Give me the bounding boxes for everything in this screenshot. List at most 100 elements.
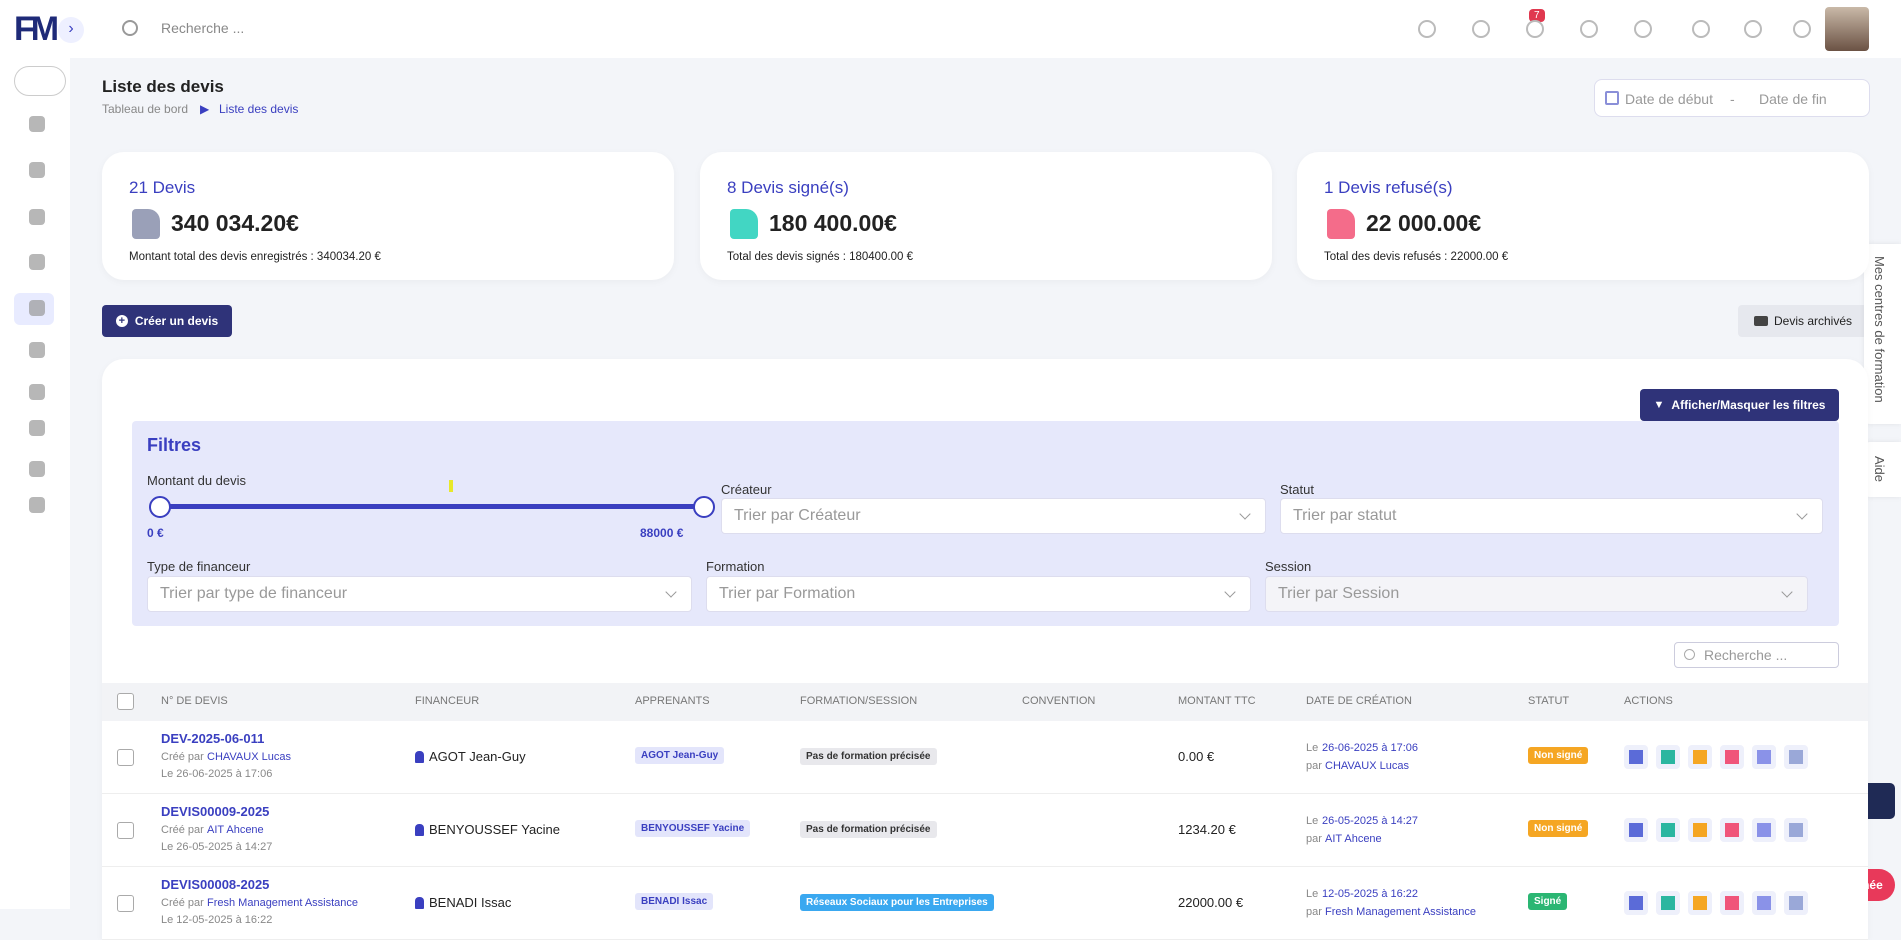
sidebar-icon[interactable] <box>29 420 45 436</box>
sidebar-icon[interactable] <box>29 461 45 477</box>
archived-button[interactable]: Devis archivés <box>1738 305 1868 337</box>
sidebar-icon[interactable] <box>29 254 45 270</box>
action-icon[interactable] <box>1656 745 1680 769</box>
avatar[interactable] <box>1825 7 1869 51</box>
date-separator: - <box>1730 91 1735 107</box>
action-icon[interactable] <box>1624 891 1648 915</box>
session-select[interactable]: Trier par Session <box>1265 576 1808 612</box>
side-tab[interactable]: Mes centres de formation <box>1864 244 1901 424</box>
date-range[interactable]: Date de début - Date de fin <box>1594 79 1870 117</box>
select-all-checkbox[interactable] <box>117 693 134 710</box>
table-row <box>102 721 1868 794</box>
row-checkbox[interactable] <box>117 822 134 839</box>
stat-amount: 340 034.20€ <box>171 210 299 236</box>
slider-track <box>160 504 705 509</box>
column-header: FINANCEUR <box>415 695 480 707</box>
row-checkbox[interactable] <box>117 895 134 912</box>
header-icon[interactable] <box>1472 20 1490 38</box>
sidebar-icon[interactable] <box>29 300 45 316</box>
header-icon[interactable] <box>1692 20 1710 38</box>
funder: BENYOUSSEF Yacine <box>429 822 561 837</box>
breadcrumb-home[interactable]: Tableau de bord <box>102 102 189 116</box>
search-input[interactable]: Recherche ... <box>161 20 245 36</box>
creator-select[interactable]: Trier par Créateur <box>721 498 1266 534</box>
slider-handle-min[interactable] <box>149 496 171 518</box>
sidebar-icon[interactable] <box>29 162 45 178</box>
action-icon[interactable] <box>1688 818 1712 842</box>
action-icon[interactable] <box>1752 818 1776 842</box>
search-icon <box>122 20 138 36</box>
action-icon[interactable] <box>1784 818 1808 842</box>
header-icon[interactable] <box>1793 20 1811 38</box>
sidebar-icon[interactable] <box>29 384 45 400</box>
learner: BENADI Issac <box>635 893 714 910</box>
create-button[interactable]: + Créer un devis <box>102 305 232 337</box>
learner: BENYOUSSEF Yacine <box>635 820 751 837</box>
action-icon[interactable] <box>1752 891 1776 915</box>
top-bar: FM › Recherche ... 7 <box>0 0 1901 58</box>
body: FM › Recherche ... 7 Liste des devis Tab… <box>0 0 1901 909</box>
status-select[interactable]: Trier par statut <box>1280 498 1823 534</box>
action-icon[interactable] <box>1656 891 1680 915</box>
sidebar-icon[interactable] <box>29 209 45 225</box>
logo[interactable]: FM <box>14 10 59 48</box>
action-icon[interactable] <box>1752 745 1776 769</box>
column-header: ACTIONS <box>1624 695 1673 707</box>
quote-number[interactable]: DEV-2025-06-011 <box>161 731 265 746</box>
action-icon[interactable] <box>1720 818 1744 842</box>
status: Non signé <box>1528 820 1589 837</box>
toggle-filters-button[interactable]: ▼ Afficher/Masquer les filtres <box>1640 389 1839 421</box>
stat-card: 1 Devis refusé(s) 22 000.00€ Total des dev… <box>1297 152 1869 280</box>
breadcrumb-current: Liste des devis <box>219 102 299 116</box>
funder-select[interactable]: Trier par type de financeur <box>147 576 692 612</box>
action-icon[interactable] <box>1624 818 1648 842</box>
funder-icon <box>415 897 424 909</box>
slider-handle-max[interactable] <box>693 496 715 518</box>
creator-label: Créateur <box>721 482 772 497</box>
header-icon[interactable] <box>1526 20 1544 38</box>
by-prefix: par <box>1306 760 1322 772</box>
filters-panel: Filtres Montant du devis 0 € 88000 € Cré… <box>132 421 1839 626</box>
side-tab[interactable]: Aide <box>1864 442 1901 497</box>
notification-badge: 7 <box>1529 9 1545 22</box>
sidebar-toggle[interactable]: › <box>58 17 84 43</box>
action-icon[interactable] <box>1624 745 1648 769</box>
side-tab-label: Aide <box>1872 456 1887 483</box>
sidebar-icon[interactable] <box>29 116 45 132</box>
quote-number[interactable]: DEVIS00008-2025 <box>161 877 270 892</box>
date-prefix: Le <box>1306 742 1319 754</box>
date-start[interactable]: Date de début <box>1625 91 1713 107</box>
table-search[interactable]: Recherche ... <box>1674 642 1839 668</box>
status: Non signé <box>1528 747 1589 764</box>
column-header: STATUT <box>1528 695 1570 707</box>
training: Pas de formation précisée <box>800 748 937 765</box>
header-icon[interactable] <box>1418 20 1436 38</box>
action-icon[interactable] <box>1784 891 1808 915</box>
action-icon[interactable] <box>1656 818 1680 842</box>
row-checkbox[interactable] <box>117 749 134 766</box>
quote-number[interactable]: DEVIS00009-2025 <box>161 804 270 819</box>
header-icon[interactable] <box>1744 20 1762 38</box>
sidebar-search[interactable] <box>14 66 66 96</box>
creation-date: 26-06-2025 à 17:06 <box>1322 742 1419 754</box>
header-icon[interactable] <box>1634 20 1652 38</box>
action-icon[interactable] <box>1720 745 1744 769</box>
toggle-filters-label: Afficher/Masquer les filtres <box>1671 398 1826 412</box>
stat-card: 8 Devis signé(s) 180 400.00€ Total des dev… <box>700 152 1272 280</box>
date-end[interactable]: Date de fin <box>1759 91 1827 107</box>
created-by: AIT Ahcene <box>1325 833 1382 845</box>
column-header: MONTANT TTC <box>1178 695 1256 707</box>
action-icon[interactable] <box>1688 891 1712 915</box>
status-label: Statut <box>1280 482 1314 497</box>
stat-icon <box>132 209 160 239</box>
action-icon[interactable] <box>1720 891 1744 915</box>
action-icon[interactable] <box>1784 745 1808 769</box>
action-icon[interactable] <box>1688 745 1712 769</box>
by-prefix: par <box>1306 833 1322 845</box>
page: Liste des devis { "header": {"logo": "FM… <box>0 0 1901 909</box>
header-icon[interactable] <box>1580 20 1598 38</box>
funder: AGOT Jean-Guy <box>429 749 526 764</box>
training-select[interactable]: Trier par Formation <box>706 576 1251 612</box>
sidebar-icon[interactable] <box>29 342 45 358</box>
sidebar-icon[interactable] <box>29 497 45 513</box>
